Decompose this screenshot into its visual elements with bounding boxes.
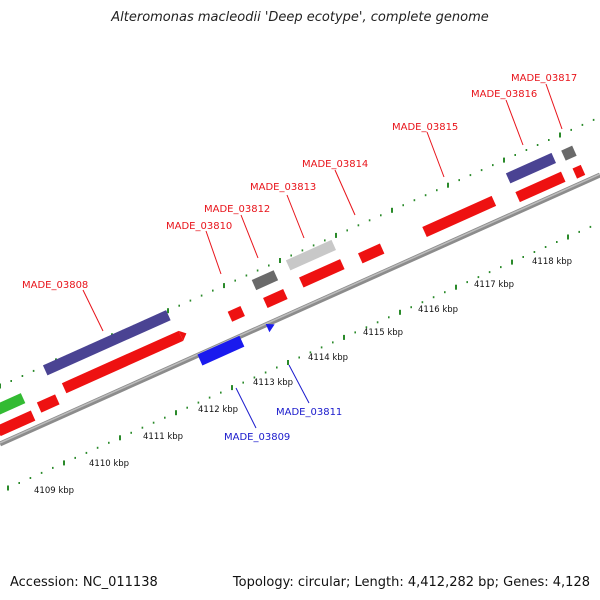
kbp-label: 4111 kbp	[143, 432, 183, 442]
kbp-label: 4116 kbp	[418, 305, 458, 315]
cds-red-block[interactable]	[263, 288, 288, 309]
cds-red-block[interactable]	[227, 305, 245, 322]
gene-label[interactable]: MADE_03817	[511, 73, 577, 84]
kbp-tick-labels: 4109 kbp 4110 kbp 4111 kbp 4112 kbp 4113…	[34, 257, 572, 496]
label-leader-line	[334, 169, 356, 216]
cds-red-block[interactable]	[36, 394, 60, 413]
cds-red-block[interactable]	[61, 330, 184, 394]
reverse-cds-row	[197, 321, 277, 366]
gene-label[interactable]: MADE_03810	[166, 221, 232, 232]
gene-label[interactable]: MADE_03814	[302, 159, 368, 170]
genome-summary-text: Topology: circular; Length: 4,412,282 bp…	[232, 575, 590, 590]
backbone-line	[0, 172, 600, 447]
cds-arrow-tip	[178, 330, 187, 341]
gene-label[interactable]: MADE_03813	[250, 182, 316, 193]
label-leader-line	[505, 99, 524, 146]
cds-darkgray-block[interactable]	[561, 145, 577, 161]
gene-label[interactable]: MADE_03816	[471, 89, 537, 100]
label-leader-line	[426, 131, 445, 178]
cds-red-block[interactable]	[572, 164, 586, 179]
cds-blue-arrow[interactable]	[265, 321, 277, 333]
map-title: Alteromonas macleodii 'Deep ecotype', co…	[111, 10, 489, 25]
label-leader-line	[205, 230, 222, 275]
forward-gene-labels: MADE_03808 MADE_03810 MADE_03812 MADE_03…	[22, 73, 577, 332]
label-leader-line	[286, 194, 305, 239]
gene-label[interactable]: MADE_03815	[392, 122, 458, 133]
kbp-label: 4118 kbp	[532, 257, 572, 267]
accession-text: Accession: NC_011138	[10, 575, 158, 590]
kbp-label: 4112 kbp	[198, 405, 238, 415]
backbone-highlight	[0, 173, 600, 444]
gene-label[interactable]: MADE_03811	[276, 407, 342, 418]
gene-label[interactable]: MADE_03809	[224, 432, 290, 443]
cds-red-block[interactable]	[515, 171, 566, 203]
cds-blue-block[interactable]	[197, 335, 245, 366]
label-leader-line	[82, 289, 104, 332]
forward-cds-row	[0, 145, 586, 437]
cds-red-block[interactable]	[422, 195, 497, 238]
label-leader-line	[240, 214, 259, 259]
cds-red-block[interactable]	[358, 243, 385, 264]
lower-tick-row	[7, 225, 592, 491]
label-leader-line	[288, 364, 310, 404]
kbp-label: 4117 kbp	[474, 280, 514, 290]
kbp-label: 4110 kbp	[89, 459, 129, 469]
label-leader-line	[545, 83, 563, 130]
gene-label[interactable]: MADE_03808	[22, 280, 88, 291]
cds-purple-block[interactable]	[505, 152, 556, 184]
kbp-label: 4113 kbp	[253, 378, 293, 388]
gene-label[interactable]: MADE_03812	[204, 204, 270, 215]
kbp-label: 4109 kbp	[34, 486, 74, 496]
cds-darkgray-block[interactable]	[251, 270, 279, 291]
cds-green-block[interactable]	[0, 393, 26, 422]
cds-red-block[interactable]	[299, 259, 345, 288]
label-leader-line	[235, 387, 257, 429]
kbp-label: 4114 kbp	[308, 353, 348, 363]
kbp-label: 4115 kbp	[363, 328, 403, 338]
cds-lightgray-block[interactable]	[285, 239, 336, 271]
cds-red-block[interactable]	[0, 410, 36, 437]
reverse-gene-labels: MADE_03809 MADE_03811	[224, 364, 342, 443]
cds-purple-block[interactable]	[42, 310, 171, 376]
